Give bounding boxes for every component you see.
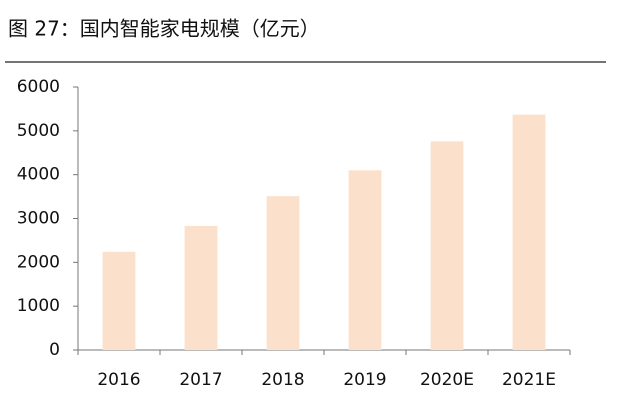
x-tick-label: 2017 — [179, 370, 222, 390]
bar — [512, 114, 546, 351]
x-tick-label: 2016 — [97, 370, 140, 390]
bar — [348, 170, 382, 350]
y-tick-label: 0 — [49, 340, 60, 360]
bar — [102, 251, 136, 350]
x-tick-label: 2018 — [261, 370, 304, 390]
x-tick-label: 2019 — [343, 370, 386, 390]
bar — [184, 225, 218, 350]
bar — [266, 196, 300, 350]
y-tick-label: 3000 — [17, 209, 60, 229]
x-tick-label: 2020E — [420, 370, 474, 390]
y-tick-label: 5000 — [17, 121, 60, 141]
bar — [430, 141, 464, 350]
y-tick-label: 6000 — [17, 77, 60, 97]
x-tick-label: 2021E — [502, 370, 556, 390]
y-tick-label: 1000 — [17, 296, 60, 316]
y-tick-label: 4000 — [17, 165, 60, 185]
chart-title: 图 27：国内智能家电规模（亿元） — [8, 17, 320, 41]
y-tick-label: 2000 — [17, 252, 60, 272]
